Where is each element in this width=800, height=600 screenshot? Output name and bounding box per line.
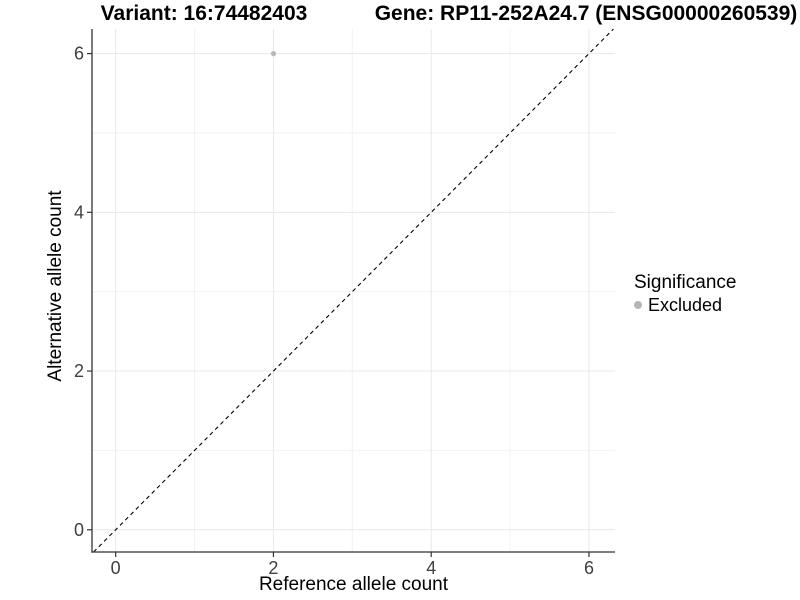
legend-item: Excluded xyxy=(634,294,736,316)
plot-title-variant: Variant: 16:74482403 xyxy=(100,2,308,25)
x-tick-label: 2 xyxy=(268,558,278,578)
x-axis-title: Reference allele count xyxy=(258,574,449,595)
y-tick-label: 0 xyxy=(74,520,84,540)
legend-items: Excluded xyxy=(634,294,736,316)
identity-dashed-line xyxy=(93,28,614,553)
y-tick-label: 2 xyxy=(74,361,84,381)
x-tick-label: 6 xyxy=(584,558,594,578)
legend-title: Significance xyxy=(634,272,737,293)
y-axis-title: Alternative allele count xyxy=(45,190,66,382)
x-tick-label: 4 xyxy=(426,558,436,578)
legend-item-label: Excluded xyxy=(648,295,723,315)
y-tick-label: 6 xyxy=(74,44,84,64)
data-point xyxy=(270,51,277,57)
plot-title-gene: Gene: RP11-252A24.7 (ENSG00000260539) xyxy=(374,2,798,25)
x-tick-label: 0 xyxy=(111,558,121,578)
legend: Significance Excluded xyxy=(634,271,736,316)
legend-key-dot-icon xyxy=(634,301,642,309)
y-tick-label: 4 xyxy=(74,202,84,222)
